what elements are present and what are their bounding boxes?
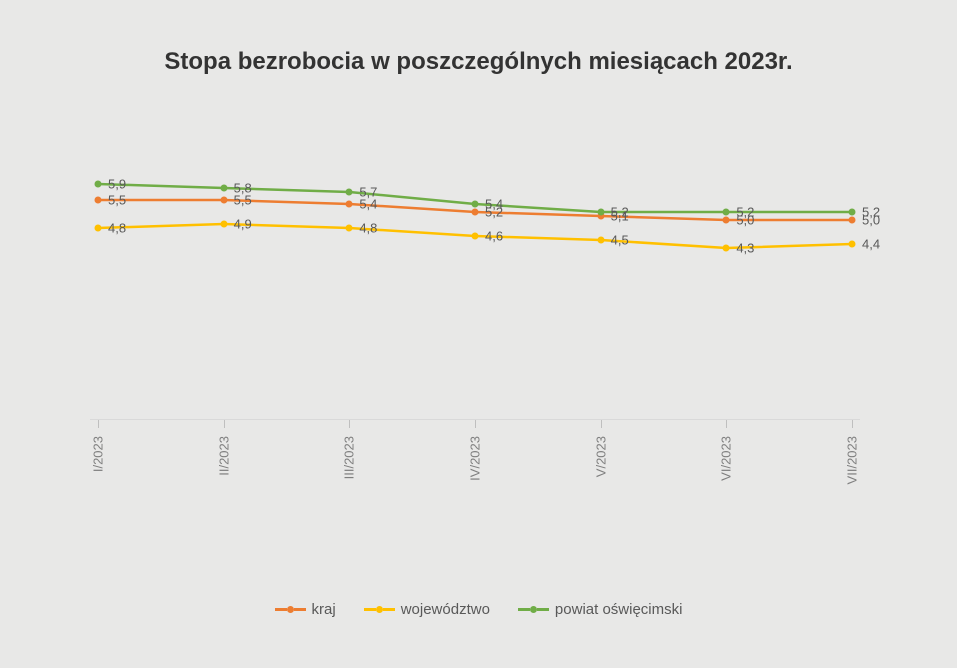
x-tick-label: II/2023 bbox=[216, 436, 231, 476]
x-tick bbox=[98, 420, 99, 428]
marker-kraj bbox=[346, 201, 353, 208]
marker-powiat bbox=[346, 189, 353, 196]
marker-wojewodztwo bbox=[220, 221, 227, 228]
marker-wojewodztwo bbox=[95, 225, 102, 232]
marker-powiat bbox=[95, 181, 102, 188]
x-tick bbox=[601, 420, 602, 428]
marker-wojewodztwo bbox=[723, 245, 730, 252]
chart-title: Stopa bezrobocia w poszczególnych miesią… bbox=[0, 48, 957, 76]
marker-wojewodztwo bbox=[597, 237, 604, 244]
legend-label-wojewodztwo: województwo bbox=[401, 601, 490, 618]
plot-area: 5,55,55,45,25,15,05,04,84,94,84,64,54,34… bbox=[90, 140, 860, 420]
legend-swatch-powiat bbox=[518, 606, 549, 613]
marker-powiat bbox=[220, 185, 227, 192]
x-tick bbox=[726, 420, 727, 428]
marker-kraj bbox=[849, 217, 856, 224]
legend-item-powiat: powiat oświęcimski bbox=[518, 601, 683, 618]
x-tick-label: IV/2023 bbox=[468, 436, 483, 481]
data-label-powiat: 5,8 bbox=[234, 181, 252, 196]
data-label-kraj: 5,5 bbox=[108, 193, 126, 208]
legend-item-wojewodztwo: województwo bbox=[364, 601, 490, 618]
marker-kraj bbox=[723, 217, 730, 224]
marker-kraj bbox=[95, 197, 102, 204]
x-tick-label: III/2023 bbox=[342, 436, 357, 479]
data-label-wojewodztwo: 4,5 bbox=[611, 233, 629, 248]
x-tick bbox=[852, 420, 853, 428]
marker-wojewodztwo bbox=[472, 233, 479, 240]
data-label-powiat: 5,4 bbox=[485, 197, 503, 212]
data-label-wojewodztwo: 4,8 bbox=[359, 221, 377, 236]
marker-powiat bbox=[597, 209, 604, 216]
data-label-powiat: 5,2 bbox=[736, 205, 754, 220]
series-lines bbox=[90, 140, 860, 420]
data-label-wojewodztwo: 4,4 bbox=[862, 237, 880, 252]
data-label-powiat: 5,7 bbox=[359, 185, 377, 200]
marker-kraj bbox=[472, 209, 479, 216]
legend-item-kraj: kraj bbox=[275, 601, 336, 618]
x-tick-label: VII/2023 bbox=[845, 436, 860, 484]
data-label-powiat: 5,9 bbox=[108, 177, 126, 192]
marker-wojewodztwo bbox=[849, 241, 856, 248]
x-tick-label: I/2023 bbox=[91, 436, 106, 472]
data-label-wojewodztwo: 4,8 bbox=[108, 221, 126, 236]
marker-wojewodztwo bbox=[346, 225, 353, 232]
legend-label-powiat: powiat oświęcimski bbox=[555, 601, 683, 618]
legend: kraj województwo powiat oświęcimski bbox=[0, 598, 957, 618]
legend-label-kraj: kraj bbox=[312, 601, 336, 618]
x-tick bbox=[349, 420, 350, 428]
x-tick bbox=[475, 420, 476, 428]
marker-powiat bbox=[472, 201, 479, 208]
x-tick-label: V/2023 bbox=[593, 436, 608, 477]
data-label-powiat: 5,2 bbox=[862, 205, 880, 220]
data-label-wojewodztwo: 4,3 bbox=[736, 241, 754, 256]
marker-powiat bbox=[723, 209, 730, 216]
x-tick bbox=[224, 420, 225, 428]
data-label-powiat: 5,2 bbox=[611, 205, 629, 220]
x-tick-label: VI/2023 bbox=[719, 436, 734, 481]
data-label-wojewodztwo: 4,6 bbox=[485, 229, 503, 244]
legend-swatch-kraj bbox=[275, 606, 306, 613]
data-label-wojewodztwo: 4,9 bbox=[234, 217, 252, 232]
legend-swatch-wojewodztwo bbox=[364, 606, 395, 613]
marker-kraj bbox=[220, 197, 227, 204]
marker-powiat bbox=[849, 209, 856, 216]
